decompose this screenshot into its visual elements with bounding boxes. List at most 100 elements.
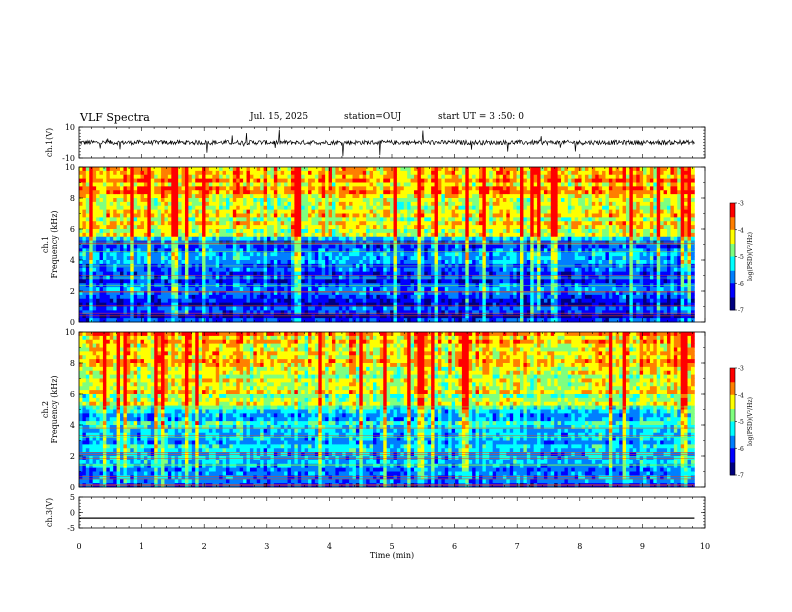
spectrogram-cell [496, 198, 500, 203]
spectrogram-cell [407, 221, 412, 226]
spectrogram-cell [373, 209, 377, 214]
spectrogram-cell [349, 205, 353, 211]
spectrogram-cell [468, 252, 473, 257]
spectrogram-cell [232, 244, 237, 249]
spectrogram-cell [561, 260, 565, 265]
spectrogram-cell [489, 225, 494, 230]
spectrogram-cell [287, 240, 292, 245]
spectrogram-cell [396, 267, 401, 273]
spectrogram-cell [82, 267, 87, 273]
spectrogram-cell [92, 190, 97, 195]
spectrogram-cell [437, 256, 442, 261]
spectrogram-cell [667, 170, 671, 176]
spectrogram-cell [523, 236, 528, 242]
spectrogram-cell [571, 240, 576, 245]
spectrogram-cell [297, 209, 302, 214]
spectrogram-cell [578, 194, 582, 199]
spectrogram-cell [475, 248, 480, 253]
spectrogram-cell [355, 229, 360, 234]
spectrogram-cell [561, 209, 565, 214]
spectrogram-cell [489, 201, 494, 207]
spectrogram-cell [605, 260, 610, 265]
spectrogram-cell [290, 267, 295, 273]
spectrogram-cell [342, 221, 347, 226]
spectrogram-cell [639, 229, 644, 234]
spectrogram-cell [595, 167, 600, 172]
spectrogram-cell [287, 178, 292, 183]
spectrogram-cell [167, 186, 172, 191]
spectrogram-cell [472, 174, 476, 180]
spectrogram-cell [431, 221, 435, 226]
spectrogram-cell [133, 232, 138, 238]
spectrogram-cell [314, 190, 319, 195]
spectrogram-cell [287, 170, 292, 176]
spectrogram-cell [557, 221, 562, 226]
spectrogram-cell [663, 232, 668, 238]
spectrogram-cell [605, 201, 610, 207]
spectrogram-cell [195, 167, 200, 172]
spectrogram-cell [229, 170, 234, 176]
spectrogram-cell [386, 229, 391, 234]
spectrogram-cell [232, 205, 237, 211]
spectrogram-cell [284, 232, 288, 238]
spectrogram-cell [667, 225, 671, 230]
spectrogram-cell [434, 240, 439, 245]
spectrogram-cell [677, 267, 682, 273]
spectrogram-cell [595, 194, 600, 199]
spectrogram-cell [643, 201, 647, 207]
spectrogram-cell [297, 198, 302, 203]
spectrogram-cell [588, 170, 593, 176]
spectrogram-cell [267, 232, 271, 238]
spectrogram-cell [366, 190, 370, 195]
spectrogram-cell [400, 236, 405, 242]
spectrogram-cell [267, 244, 271, 249]
spectrogram-cell [184, 240, 189, 245]
spectrogram-cell [574, 217, 579, 222]
spectrogram-cell [472, 248, 476, 253]
spectrogram-cell [195, 182, 200, 187]
spectrogram-cell [277, 225, 282, 230]
spectrogram-cell [612, 174, 617, 180]
spectrogram-cell [427, 248, 432, 253]
spectrogram-cell [198, 178, 203, 183]
spectrogram-cell [434, 190, 439, 195]
spectrogram-cell [161, 186, 165, 191]
spectrogram-cell [167, 174, 172, 180]
spectrogram-cell [157, 229, 162, 234]
spectrogram-cell [660, 190, 664, 195]
spectrogram-cell [557, 232, 562, 238]
spectrogram-cell [167, 209, 172, 214]
spectrogram-cell [653, 225, 658, 230]
spectrogram-cell [403, 225, 408, 230]
spectrogram-cell [509, 252, 514, 257]
spectrogram-cell [444, 174, 449, 180]
spectrogram-cell [287, 213, 292, 218]
spectrogram-cell [396, 174, 401, 180]
spectrogram-cell [656, 252, 661, 257]
spectrogram-cell [591, 244, 596, 249]
spectrogram-cell [649, 256, 654, 261]
spectrogram-cell [451, 240, 456, 245]
spectrogram-cell [366, 209, 370, 214]
spectrogram-cell [574, 240, 579, 245]
spectrogram-cell [79, 229, 83, 234]
spectrogram-cell [653, 232, 658, 238]
spectrogram-cell [506, 232, 511, 238]
spectrogram-cell [506, 209, 511, 214]
spectrogram-cell [550, 201, 555, 207]
spectrogram-cell [167, 217, 172, 222]
spectrogram-cell [465, 256, 470, 261]
spectrogram-cell [451, 186, 456, 191]
spectrogram-cell [591, 190, 596, 195]
spectrogram-cell [229, 225, 234, 230]
spectrogram-cell [537, 232, 541, 238]
spectrogram-cell [260, 174, 265, 180]
spectrogram-cell [673, 209, 678, 214]
spectrogram-cell [530, 174, 535, 180]
spectrogram-cell [482, 205, 487, 211]
spectrogram-cell [547, 213, 552, 218]
spectrogram-cell [164, 178, 169, 183]
spectrogram-cell [557, 217, 562, 222]
spectrogram-cell [123, 178, 128, 183]
spectrogram-cell [270, 174, 275, 180]
